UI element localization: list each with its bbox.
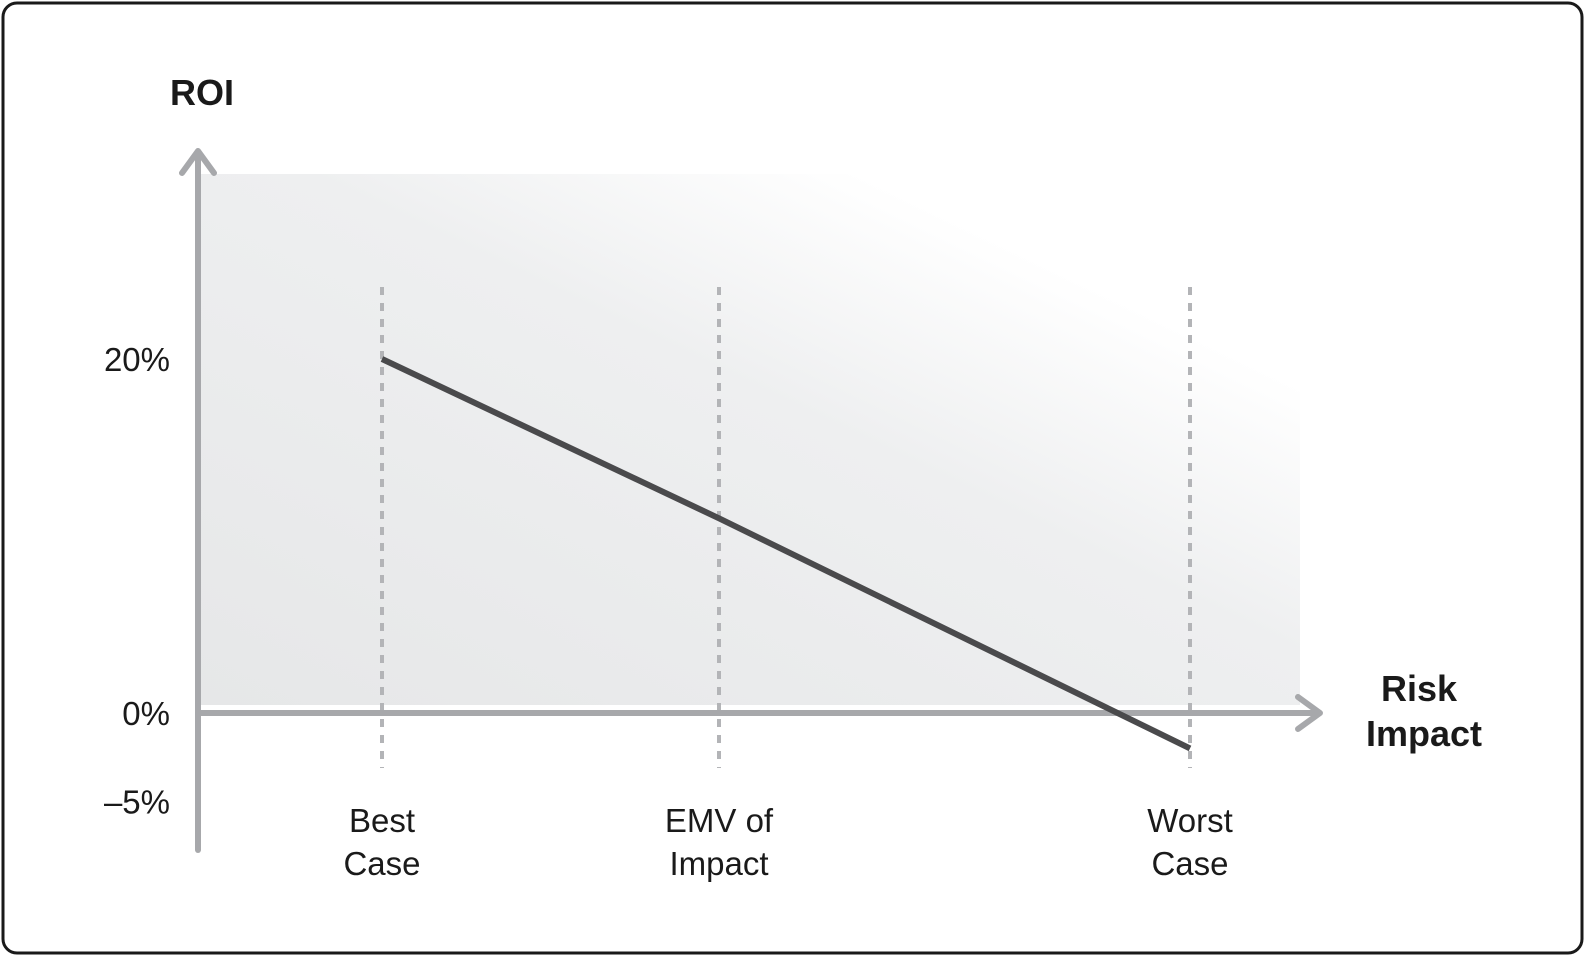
series-line-0 (380, 356, 1192, 752)
category-label-line: Case (343, 845, 420, 882)
y-axis-arrowhead (179, 148, 217, 176)
category-guides (380, 287, 1192, 768)
y-tick-label: 20% (104, 341, 170, 378)
x-axis-title-line-2: Impact (1366, 713, 1482, 754)
category-label-line: Best (349, 802, 415, 839)
category-label-best: Best Case (343, 802, 420, 882)
x-axis (195, 694, 1323, 732)
category-label-line: Worst (1147, 802, 1233, 839)
category-label-line: EMV of (665, 802, 774, 839)
category-label-line: Impact (669, 845, 768, 882)
x-axis-arrowhead (1295, 694, 1323, 732)
category-label-line: Case (1151, 845, 1228, 882)
x-axis-title: Risk Impact (1366, 668, 1482, 754)
y-axis-title: ROI (170, 72, 234, 113)
y-tick-label: 0% (122, 695, 170, 732)
y-axis (179, 148, 217, 853)
category-label-worst: Worst Case (1147, 802, 1233, 882)
y-tick-label: –5% (104, 784, 170, 821)
series-layer (380, 356, 1192, 752)
category-label-emv: EMV of Impact (665, 802, 774, 882)
shaded-region (199, 174, 1300, 705)
category-labels: Best Case EMV of Impact Worst Case (343, 802, 1232, 882)
y-tick-labels: 20% 0% –5% (104, 341, 170, 821)
x-axis-title-line-1: Risk (1381, 668, 1458, 709)
